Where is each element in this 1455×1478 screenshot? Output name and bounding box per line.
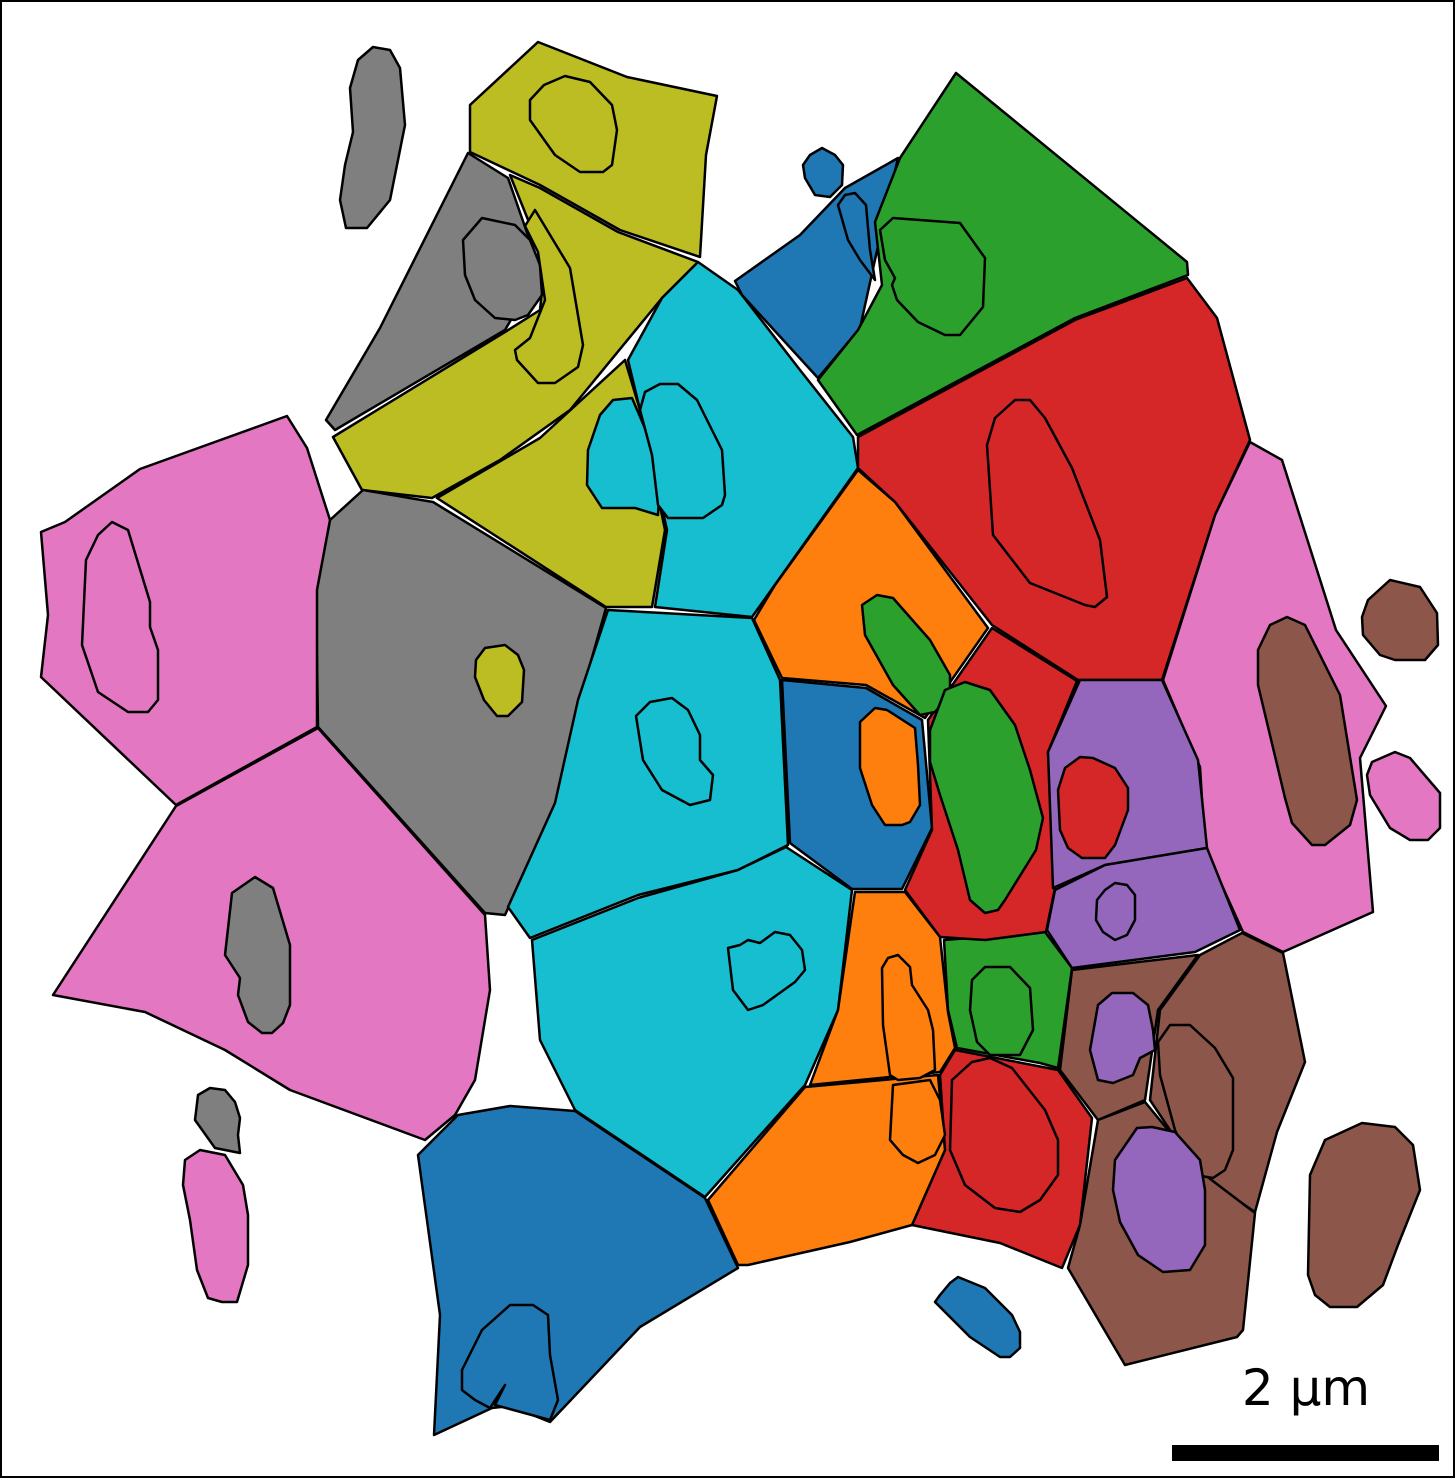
nucleus-gray-pink xyxy=(223,875,292,1035)
nucleus-brown-right xyxy=(1156,1023,1235,1180)
fragment-blue-bottom xyxy=(933,1275,1022,1359)
nucleus-gray-top xyxy=(461,216,544,322)
fragment-brown-right-top xyxy=(1360,578,1440,662)
cell-green-top xyxy=(816,71,1190,437)
nucleus-orange-blue xyxy=(858,706,922,827)
nucleus-purple-small xyxy=(1094,881,1137,942)
nucleus-red-bottom xyxy=(948,1056,1060,1214)
fragment-blue-small xyxy=(801,146,845,199)
fragment-pink-bottom-left xyxy=(181,1148,250,1304)
nucleus-brown-pink-right xyxy=(1256,615,1359,847)
nucleus-red-purple xyxy=(1056,755,1130,860)
cell-pink-left xyxy=(39,414,332,807)
cell-cyan-middle xyxy=(506,608,790,940)
fragment-gray-bottom-left xyxy=(193,1086,242,1155)
nucleus-purple-bottom xyxy=(1111,1125,1207,1274)
nucleus-green-top xyxy=(878,216,987,337)
nucleus-olive-gray xyxy=(473,643,526,718)
nucleus-orange-bottom xyxy=(888,1078,947,1165)
nucleus-pink-left xyxy=(80,520,160,714)
nucleus-blue-lower xyxy=(460,1303,560,1422)
nucleus-olive-top xyxy=(528,74,619,174)
cell-olive-middle xyxy=(331,173,700,500)
fragment-gray-top-left xyxy=(338,45,407,230)
scale-bar-line xyxy=(1172,1445,1439,1461)
nucleus-olive-curl xyxy=(513,208,585,385)
nucleus-cyan-lower xyxy=(726,930,807,1012)
fragment-brown-bottom-right xyxy=(1306,1121,1422,1309)
nucleus-green-lower xyxy=(968,965,1035,1057)
nucleus-cyan-upper xyxy=(638,382,727,520)
nucleus-orange-center xyxy=(880,953,937,1082)
nucleus-cyan-middle xyxy=(634,696,715,807)
cell-cyan-top xyxy=(626,260,860,619)
isolated-fragments xyxy=(181,45,1442,1359)
nucleus-green-center xyxy=(928,680,1045,915)
nucleus-purple-brown xyxy=(1088,991,1157,1085)
fragment-pink-right xyxy=(1365,750,1442,842)
scale-bar-label: 2 µm xyxy=(1242,1359,1370,1417)
nuclei-regions xyxy=(80,74,1359,1422)
nucleus-red-top xyxy=(985,398,1109,609)
cell-purple-lower xyxy=(1045,846,1242,970)
nucleus-green-orange xyxy=(860,593,952,717)
nucleus-blue-top xyxy=(836,191,877,282)
scale-bar: 2 µm xyxy=(1172,1359,1439,1461)
